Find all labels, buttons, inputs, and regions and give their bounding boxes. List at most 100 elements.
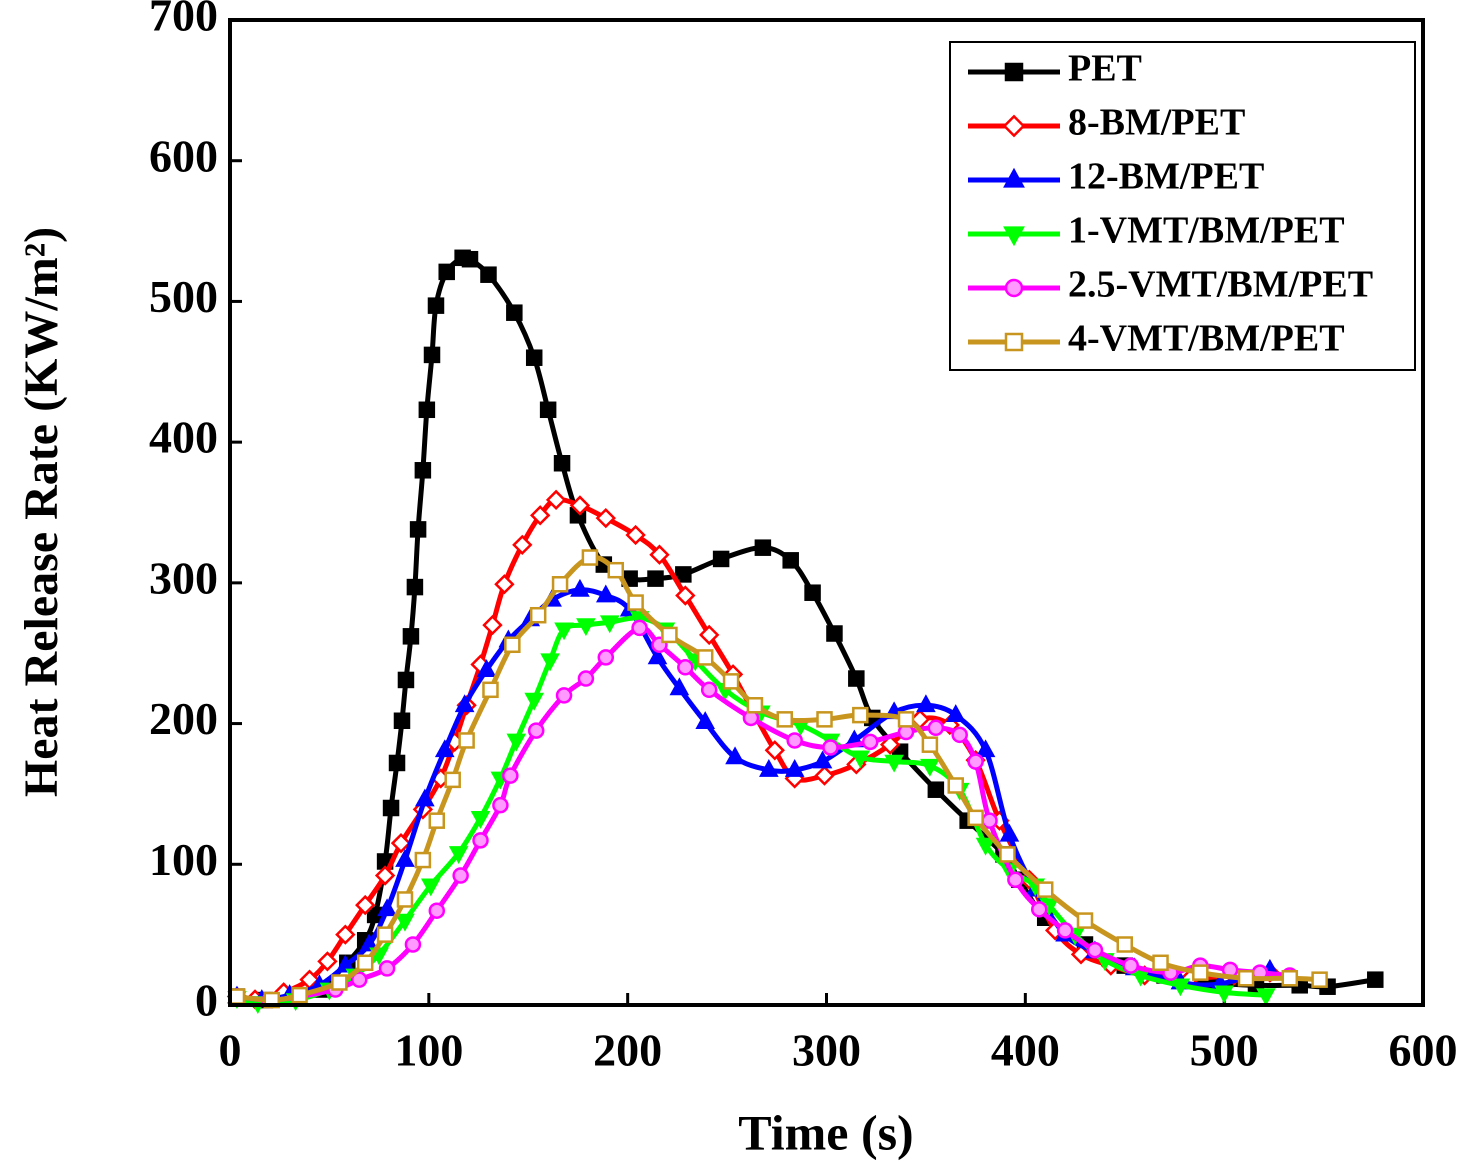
y-tick-label: 300: [149, 552, 218, 603]
marker: [524, 692, 545, 711]
marker: [421, 878, 441, 897]
marker: [414, 462, 432, 479]
marker: [356, 954, 374, 972]
marker: [1116, 936, 1133, 953]
marker: [677, 659, 694, 676]
marker: [661, 626, 678, 644]
marker: [1070, 944, 1092, 965]
marker: [725, 746, 745, 765]
marker: [427, 297, 445, 314]
marker: [1056, 922, 1074, 939]
y-tick-label: 600: [149, 130, 218, 181]
y-tick-label: 500: [149, 271, 218, 322]
marker: [631, 619, 648, 637]
marker: [530, 505, 551, 526]
marker: [418, 401, 436, 419]
marker: [539, 401, 557, 419]
marker: [444, 771, 461, 789]
marker: [472, 832, 489, 849]
marker: [1311, 971, 1328, 988]
marker: [527, 722, 545, 739]
legend-label: 12-BM/PET: [1068, 156, 1264, 198]
marker: [1086, 941, 1104, 959]
marker: [649, 544, 670, 565]
marker: [331, 974, 348, 991]
legend-label: 4-VMT/BM/PET: [1068, 318, 1345, 360]
marker: [647, 570, 664, 587]
marker: [1170, 978, 1191, 997]
marker: [921, 736, 939, 753]
marker: [696, 649, 714, 666]
marker: [291, 986, 308, 1004]
marker: [784, 759, 805, 777]
marker: [228, 988, 246, 1005]
marker: [317, 951, 338, 972]
series-line: [236, 554, 1320, 1003]
y-tick-label: 700: [149, 0, 218, 41]
marker: [434, 739, 455, 758]
marker: [454, 694, 475, 713]
marker: [335, 954, 356, 973]
marker: [759, 759, 779, 777]
marker: [374, 865, 396, 886]
marker: [712, 550, 730, 568]
x-tick-label: 600: [1389, 1025, 1458, 1076]
x-tick-label: 300: [792, 1025, 861, 1076]
y-axis-title: Heat Release Rate (KW/m²): [15, 227, 68, 797]
x-tick-label: 500: [1190, 1025, 1259, 1076]
legend-label: PET: [1068, 48, 1142, 90]
marker: [975, 837, 996, 856]
marker: [722, 673, 740, 690]
marker: [545, 489, 567, 511]
marker: [382, 799, 400, 817]
marker: [625, 524, 646, 546]
marker: [599, 615, 620, 634]
marker: [746, 697, 764, 714]
marker: [551, 576, 569, 593]
marker: [975, 739, 996, 758]
marker: [927, 719, 945, 737]
marker: [814, 765, 835, 786]
marker: [393, 712, 411, 730]
marker: [355, 894, 376, 916]
marker: [350, 971, 368, 988]
marker: [1122, 957, 1139, 974]
marker: [1237, 970, 1255, 987]
marker: [482, 614, 503, 636]
marker: [754, 539, 772, 556]
marker: [506, 304, 523, 321]
marker: [512, 534, 533, 556]
marker: [502, 767, 519, 784]
marker: [494, 574, 515, 595]
marker: [595, 584, 616, 603]
marker: [826, 625, 843, 642]
marker: [428, 902, 446, 919]
legend-marker: [1004, 62, 1024, 82]
marker: [848, 670, 865, 687]
marker: [376, 926, 394, 943]
marker: [554, 622, 574, 641]
marker: [377, 898, 397, 917]
marker: [786, 732, 803, 749]
marker: [1281, 970, 1299, 987]
marker: [577, 670, 595, 687]
y-tick-label: 400: [149, 412, 218, 463]
marker: [782, 552, 799, 569]
marker: [476, 659, 497, 677]
marker: [695, 711, 716, 730]
marker: [525, 349, 543, 366]
marker: [675, 585, 696, 606]
x-tick-label: 100: [394, 1025, 463, 1076]
marker: [1031, 901, 1048, 918]
marker: [576, 618, 596, 637]
marker: [569, 495, 591, 516]
marker: [1007, 871, 1024, 889]
marker: [669, 677, 690, 696]
marker: [409, 521, 427, 538]
marker: [884, 754, 904, 773]
marker: [607, 561, 624, 579]
marker: [967, 753, 984, 770]
marker: [395, 913, 415, 932]
legend-label: 1-VMT/BM/PET: [1068, 210, 1345, 252]
marker: [458, 732, 475, 749]
